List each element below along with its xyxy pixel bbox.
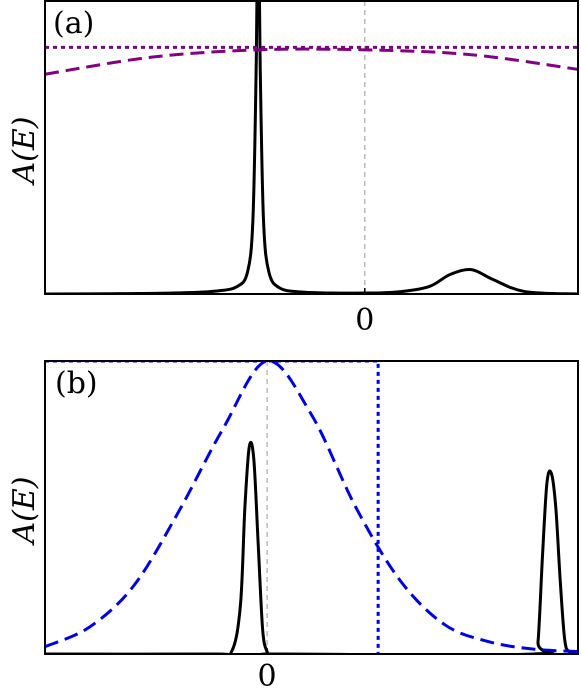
- panel-b: A(E) (b) 0: [7, 360, 579, 689]
- x-ticks-b: 0: [258, 648, 277, 689]
- panel-label-a: (a): [53, 6, 94, 41]
- x-tick-label: 0: [355, 303, 374, 338]
- series-line-dashed: [45, 361, 578, 654]
- plot-area-b: [45, 361, 578, 654]
- plot-frame-b: [44, 360, 579, 655]
- series-line-dashed: [45, 47, 578, 76]
- x-tick-label: 0: [258, 659, 277, 689]
- series-line-solid: [45, 1, 578, 294]
- plot-frame-a: [44, 0, 579, 295]
- y-axis-label-b: A(E): [7, 477, 42, 547]
- x-ticks-a: 0: [355, 288, 374, 338]
- panel-label-b: (b): [55, 366, 98, 401]
- y-axis-label-a: A(E): [7, 117, 42, 187]
- series-line-solid: [45, 440, 578, 654]
- series-line-dotted: [45, 361, 380, 654]
- plot-area-a: [45, 1, 578, 294]
- panel-a: A(E) (a) 0: [7, 0, 579, 338]
